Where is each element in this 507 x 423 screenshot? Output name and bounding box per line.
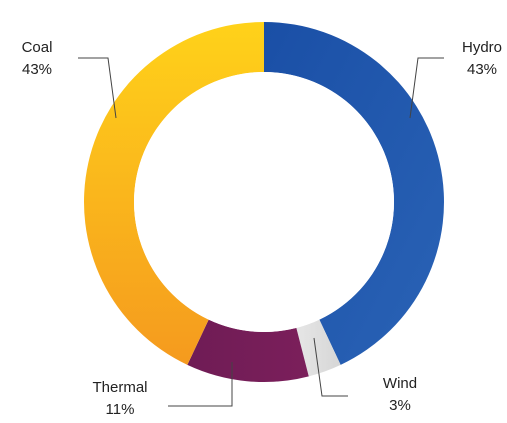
slice-hydro (264, 22, 445, 365)
slice-percent-coal: 43% (22, 61, 52, 78)
donut-hole (134, 72, 394, 332)
slice-percent-wind: 3% (389, 397, 411, 414)
slice-thermal (187, 319, 309, 382)
slice-coal (84, 22, 265, 365)
leader-line-wind (313, 337, 348, 397)
slice-label-hydro: Hydro (462, 39, 502, 56)
slice-percent-thermal: 11% (106, 401, 135, 418)
slice-label-wind: Wind (383, 375, 417, 392)
leader-line-thermal (168, 362, 233, 407)
slice-label-thermal: Thermal (92, 379, 147, 396)
slice-percent-hydro: 43% (467, 61, 497, 78)
leader-line-coal (78, 57, 117, 119)
slice-wind (296, 319, 341, 377)
slices-layer (84, 22, 445, 382)
leader-line-hydro (409, 57, 444, 119)
slice-label-coal: Coal (22, 39, 53, 56)
labels-layer: Hydro 43% Wind 3% Thermal 11% Coal 43% (22, 39, 502, 418)
